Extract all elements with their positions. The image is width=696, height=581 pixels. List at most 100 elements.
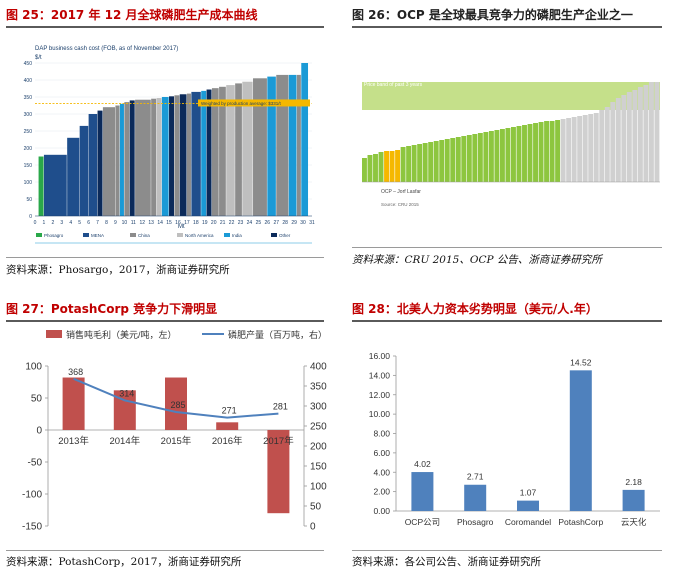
high-cost-bar	[610, 102, 616, 182]
panel-28-source: 资料来源：各公司公告、浙商证券研究所	[352, 556, 541, 568]
panel-28: 图 28：北美人力资本劣势明显（美元/人.年） 0.00 2.00 4.00 6.00…	[352, 300, 692, 578]
y-tick-label: 12.00	[369, 390, 391, 400]
average-label: Weighted by production average: $331/t	[201, 101, 281, 106]
y-tick-label: 6.00	[373, 448, 390, 458]
cost-bar	[124, 102, 130, 216]
category-label: 2013年	[58, 435, 89, 447]
producer-bar	[549, 121, 555, 182]
category-label: OCP公司	[405, 517, 440, 527]
y-tick-label: 0	[29, 214, 32, 220]
ocp-bar	[395, 150, 401, 182]
high-cost-bar	[593, 113, 599, 182]
panel-27: 图 27：PotashCorp 竞争力下滑明显 销售吨毛利（美元/吨，左） 磷肥产…	[6, 300, 336, 578]
labor-cost-bar	[569, 370, 592, 511]
bar-value-label: 2.18	[625, 477, 642, 487]
x-tick-label: 5	[78, 220, 81, 226]
labor-cost-bar	[411, 472, 434, 511]
producer-bar	[516, 126, 522, 182]
legend-label: Phosagro	[44, 233, 64, 238]
producer-bar	[461, 136, 467, 182]
labor-cost-bar	[622, 489, 645, 511]
output-data-label: 368	[68, 367, 83, 377]
cost-bar	[115, 105, 120, 216]
left-tick-label: -150	[22, 522, 42, 533]
left-tick-label: 100	[25, 362, 42, 373]
right-tick-label: 250	[310, 422, 327, 433]
producer-bar	[483, 132, 489, 182]
x-tick-label: 0	[34, 220, 37, 226]
x-tick-label: 9	[114, 220, 117, 226]
right-tick-label: 0	[310, 522, 316, 533]
x-tick-label: 21	[220, 220, 226, 226]
y-tick-label: 4.00	[373, 467, 390, 477]
x-tick-label: 27	[273, 220, 279, 226]
producer-bar	[450, 138, 456, 182]
panel-25-source: 资料来源：Phosargo，2017，浙商证券研究所	[6, 264, 230, 276]
x-tick-label: 14	[157, 220, 163, 226]
cost-bar	[102, 107, 116, 216]
right-tick-label: 350	[310, 382, 327, 393]
high-cost-bar	[637, 87, 643, 182]
chart26-footnote: Source: CRU 2015	[381, 202, 419, 207]
left-tick-label: 50	[31, 394, 43, 405]
high-cost-bar	[577, 116, 583, 182]
x-tick-label: 8	[105, 220, 108, 226]
cost-bar	[301, 63, 309, 216]
y-tick-label: 400	[24, 78, 33, 84]
category-label: 2015年	[161, 435, 192, 447]
producer-bar	[439, 140, 445, 182]
high-cost-bar	[626, 92, 632, 182]
producer-bar	[538, 122, 544, 182]
cost-bar	[267, 76, 276, 216]
y-tick-label: 50	[26, 197, 32, 203]
left-tick-label: -100	[22, 490, 42, 501]
ocp-cost-chart: Price band of past 3 years OCP – Jorf La…	[352, 32, 662, 250]
high-cost-bar	[654, 82, 660, 182]
x-tick-label: 19	[202, 220, 208, 226]
y-tick-label: 150	[24, 163, 33, 169]
panel-28-title: 图 28：北美人力资本劣势明显（美元/人.年）	[352, 302, 598, 316]
chart26-band-label: Price band of past 3 years	[364, 82, 423, 88]
y-tick-label: 450	[24, 61, 33, 67]
x-tick-label: 1	[43, 220, 46, 226]
high-cost-bar	[566, 118, 572, 182]
cost-bar	[253, 78, 267, 216]
x-tick-label: 24	[247, 220, 253, 226]
producer-bar	[466, 135, 472, 182]
category-label: 2016年	[212, 435, 243, 447]
average-label-box	[198, 99, 310, 107]
right-tick-label: 300	[310, 402, 327, 413]
cost-bar	[79, 125, 89, 216]
y-tick-label: 2.00	[373, 487, 390, 497]
gross-profit-bar	[62, 377, 85, 430]
right-tick-label: 150	[310, 462, 327, 473]
producer-bar	[444, 139, 450, 182]
labor-cost-chart: 0.00 2.00 4.00 6.00 8.00 10.00 12.00 14.00 16.00…	[369, 351, 660, 527]
cost-bar	[206, 89, 212, 216]
cost-bar	[296, 74, 301, 217]
cost-bar	[276, 74, 289, 217]
x-tick-label: 10	[122, 220, 128, 226]
x-tick-label: 29	[291, 220, 297, 226]
cost-bar	[211, 88, 219, 216]
left-tick-label: 0	[36, 426, 42, 437]
y-tick-label: 10.00	[369, 409, 391, 419]
producer-bar	[400, 147, 406, 182]
right-tick-label: 400	[310, 362, 327, 373]
right-tick-label: 100	[310, 482, 327, 493]
cost-bar	[219, 86, 226, 216]
x-tick-label: 16	[175, 220, 181, 226]
x-tick-label: 3	[60, 220, 63, 226]
y-tick-label: 0.00	[373, 506, 390, 516]
cost-bar	[135, 99, 151, 216]
producer-bar	[544, 121, 550, 182]
output-line	[73, 377, 279, 419]
bar-value-label: 2.71	[467, 472, 484, 482]
chart25-ylabel: $/t	[35, 55, 42, 61]
potashcorp-chart: 销售吨毛利（美元/吨，左） 磷肥产量（百万吨，右） -150 -100 -50 0 50 1…	[22, 329, 327, 533]
panel-26: 图 26：OCP 是全球最具竞争力的磷肥生产企业之一 Price band of…	[352, 6, 692, 276]
chart25-xlabel: Mt	[178, 224, 185, 230]
panel-26-title: 图 26：OCP 是全球最具竞争力的磷肥生产企业之一	[352, 8, 633, 22]
x-tick-label: 28	[282, 220, 288, 226]
high-cost-bar	[560, 119, 566, 182]
